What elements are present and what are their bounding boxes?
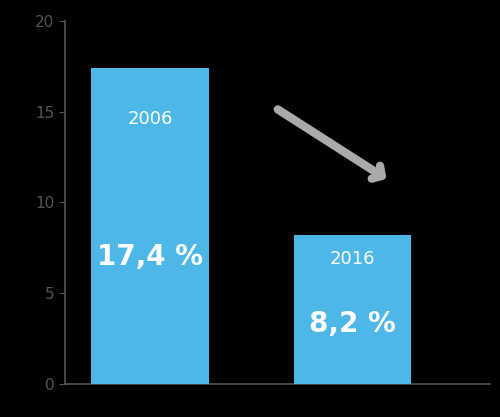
Bar — [294, 235, 411, 384]
Text: 8,2 %: 8,2 % — [309, 310, 396, 338]
Text: 2016: 2016 — [330, 250, 375, 268]
Bar — [92, 68, 208, 384]
Text: 2006: 2006 — [128, 110, 172, 128]
Text: 17,4 %: 17,4 % — [97, 244, 203, 271]
